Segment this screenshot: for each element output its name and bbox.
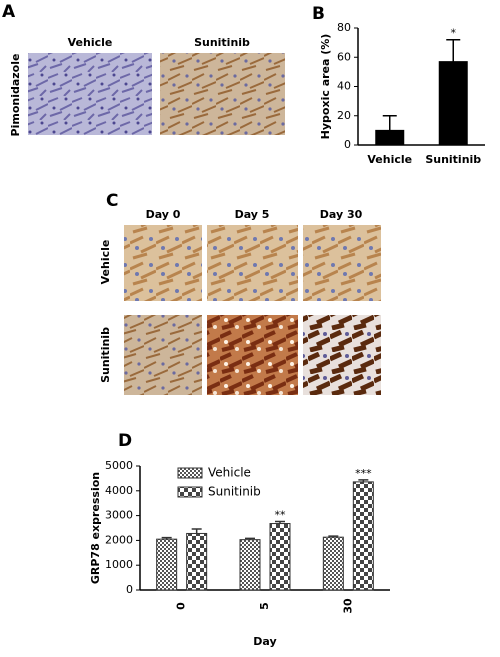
x-tick-label: 5 — [258, 602, 271, 610]
y-tick-label: 0 — [126, 583, 133, 596]
bar — [239, 539, 261, 591]
error-bar — [191, 528, 202, 534]
x-axis-label: Day — [253, 635, 276, 648]
error-bar — [328, 535, 339, 538]
column-label: Vehicle — [68, 36, 113, 49]
y-tick-label: 20 — [337, 109, 351, 122]
micrograph — [207, 315, 298, 395]
y-tick-label: 80 — [337, 21, 351, 34]
error-bar — [358, 479, 369, 482]
bar — [186, 532, 208, 591]
micrograph — [124, 315, 202, 395]
x-tick-label: Sunitinib — [425, 153, 481, 166]
error-bar — [382, 115, 397, 131]
panel-label: A — [2, 2, 16, 22]
panel-label: D — [118, 431, 132, 451]
y-tick-label: 0 — [344, 138, 351, 151]
micrograph — [303, 315, 381, 395]
y-tick-label: 40 — [337, 80, 351, 93]
y-tick-label: 60 — [337, 50, 351, 63]
error-bar — [161, 536, 172, 540]
y-tick-label: 1000 — [105, 558, 133, 571]
x-tick-label: Vehicle — [367, 153, 412, 166]
legend-swatch — [177, 486, 203, 498]
panel-label: B — [312, 4, 325, 24]
column-label: Day 5 — [235, 208, 270, 221]
micrograph — [207, 225, 298, 301]
y-tick-label: 2000 — [105, 533, 133, 546]
legend-swatch — [177, 467, 203, 479]
row-label: Vehicle — [99, 240, 112, 285]
annotation: * — [451, 27, 457, 40]
y-tick-label: 3000 — [105, 509, 133, 522]
bar — [375, 129, 405, 146]
error-bar — [245, 537, 255, 540]
annotation: ** — [275, 509, 287, 522]
x-tick-label: 30 — [341, 598, 354, 614]
panel-label: C — [106, 191, 118, 211]
x-tick-label: 0 — [175, 602, 188, 610]
micrograph — [124, 225, 202, 301]
legend-label: Vehicle — [208, 466, 251, 480]
bar — [156, 538, 178, 591]
y-tick-label: 5000 — [105, 459, 133, 472]
column-label: Sunitinib — [194, 36, 250, 49]
column-label: Day 30 — [320, 208, 363, 221]
column-label: Day 0 — [146, 208, 181, 221]
y-axis-label: Hypoxic area (%) — [319, 34, 332, 140]
row-label: Sunitinib — [99, 327, 112, 383]
micrograph — [303, 225, 381, 301]
y-axis-label: GRP78 expression — [89, 472, 102, 584]
bar — [352, 481, 374, 591]
bar — [438, 61, 468, 146]
annotation: *** — [355, 467, 372, 480]
row-label: Pimonidazole — [9, 54, 22, 137]
error-bar — [446, 38, 461, 62]
error-bar — [275, 520, 285, 524]
micrograph — [160, 53, 285, 135]
bar — [322, 536, 344, 591]
micrograph — [28, 53, 152, 135]
legend-label: Sunitinib — [208, 485, 261, 499]
bar — [269, 523, 291, 591]
y-tick-label: 4000 — [105, 484, 133, 497]
